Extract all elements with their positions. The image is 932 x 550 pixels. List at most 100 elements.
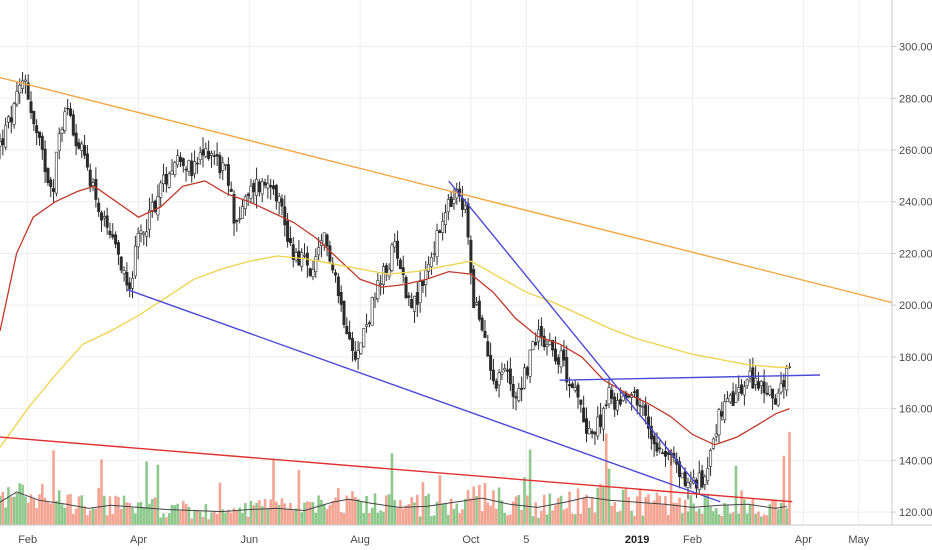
volume-bar — [306, 501, 309, 525]
candle-body — [593, 432, 597, 435]
volume-bar — [664, 495, 667, 525]
candle-body — [116, 242, 120, 255]
candle-body — [480, 317, 484, 331]
volume-bar — [785, 508, 788, 525]
volume-bar — [359, 501, 363, 525]
candle-body — [0, 141, 2, 147]
candle-body — [133, 245, 137, 277]
candle-body — [272, 185, 276, 190]
candle-body — [9, 117, 13, 123]
candle-body — [280, 198, 284, 207]
candle-body — [257, 181, 261, 193]
volume-bar — [255, 503, 258, 525]
trendline-2[interactable] — [448, 180, 699, 487]
candle-body — [756, 381, 760, 389]
volume-bar — [94, 508, 98, 525]
candle-body — [472, 269, 476, 309]
candle-body — [418, 281, 422, 303]
volume-bar — [111, 514, 115, 525]
candle-body — [737, 387, 741, 393]
y-tick-label: 200.00 — [899, 300, 932, 312]
volume-bar — [139, 501, 143, 525]
candle-body — [658, 447, 662, 450]
trendline-3[interactable] — [559, 374, 820, 381]
candle-body — [407, 295, 411, 298]
volume-bar — [193, 510, 196, 525]
volume-bar — [286, 508, 289, 525]
volume-bar — [469, 498, 473, 525]
candle-body — [697, 472, 701, 490]
candle-body — [18, 85, 22, 94]
volume-bar — [489, 505, 492, 525]
candle-body — [703, 476, 707, 485]
candle-body — [725, 398, 729, 403]
volume-bar — [165, 517, 168, 525]
volume-bar — [162, 513, 165, 525]
volume-bar — [613, 502, 616, 525]
volume-bar — [320, 499, 323, 525]
trendline-1[interactable] — [127, 288, 721, 503]
candle-body — [266, 183, 270, 189]
volume-bar — [466, 490, 470, 525]
x-tick-label: Apr — [795, 534, 812, 546]
volume-bar — [475, 496, 478, 525]
candle-body — [303, 254, 307, 257]
volume-bar — [585, 494, 588, 525]
candle-body — [255, 178, 259, 196]
candle-body — [427, 263, 431, 272]
moving-average-0 — [0, 180, 790, 446]
volume-bar — [619, 510, 622, 525]
volume-bar — [523, 477, 526, 525]
candle-body — [246, 193, 250, 196]
volume-bar — [283, 503, 287, 525]
candle-body — [249, 185, 253, 199]
candle-body — [709, 450, 713, 467]
volume-bar — [438, 475, 442, 525]
volume-bar — [678, 497, 681, 525]
candle-body — [224, 163, 228, 166]
candle-body — [139, 230, 143, 234]
trendline-4[interactable] — [0, 436, 793, 503]
candle-body — [568, 384, 572, 387]
volume-bar — [712, 511, 715, 525]
candle-body — [616, 400, 620, 411]
candle-body — [195, 162, 199, 165]
volume-bar — [757, 511, 760, 525]
volume-bar — [551, 510, 554, 525]
volume-bar — [714, 508, 718, 525]
trendline-0[interactable] — [0, 76, 893, 304]
y-tick-label: 120.00 — [899, 507, 932, 519]
volume-bar — [331, 501, 335, 525]
y-tick-label: 280.00 — [899, 93, 932, 105]
volume-bar — [72, 513, 75, 525]
volume-bar — [365, 495, 368, 525]
volume-bar — [241, 512, 244, 525]
volume-bar — [565, 508, 569, 525]
candle-body — [94, 178, 98, 200]
volume-bar — [103, 495, 106, 525]
volume-bar — [18, 483, 22, 525]
volume-bar — [215, 513, 219, 525]
volume-bar — [509, 514, 512, 525]
volume-bar — [246, 516, 250, 525]
candle-body — [243, 196, 247, 210]
candle-body — [66, 107, 70, 110]
candle-body — [663, 450, 667, 457]
grid — [0, 0, 892, 525]
candle-body — [29, 101, 33, 113]
volume-bar — [60, 504, 64, 525]
candle-body — [576, 384, 580, 398]
volume-bar — [554, 504, 557, 525]
candle-body — [43, 148, 47, 173]
volume-bar — [480, 511, 484, 525]
candle-body — [717, 409, 721, 436]
volume-bar — [675, 502, 679, 525]
candle-body — [145, 231, 149, 237]
x-tick-label: Apr — [130, 534, 147, 546]
volume-average-line — [0, 491, 787, 513]
candle-body — [680, 472, 684, 479]
volume-bar — [145, 461, 148, 525]
volume-bar — [86, 515, 89, 525]
candle-body — [63, 111, 67, 131]
